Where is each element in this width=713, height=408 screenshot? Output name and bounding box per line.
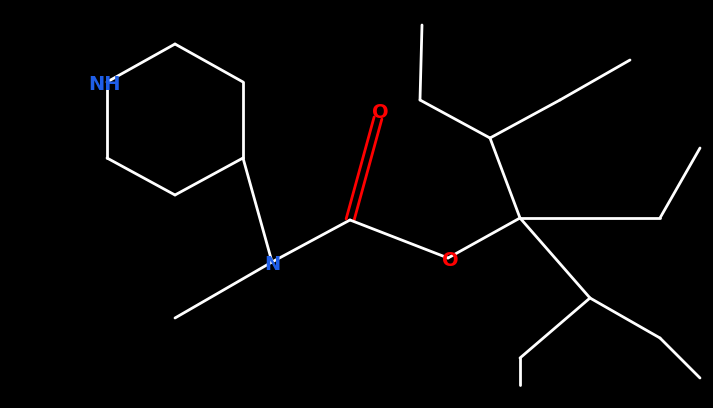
Text: NH: NH (88, 75, 121, 93)
Text: N: N (264, 255, 280, 273)
Text: O: O (371, 104, 389, 122)
Text: O: O (441, 251, 458, 270)
